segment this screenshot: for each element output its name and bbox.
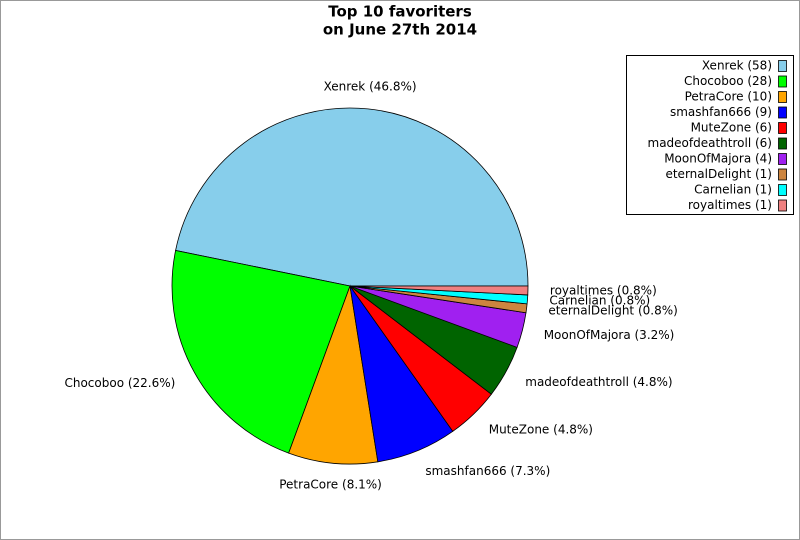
chart-title: Top 10 favoriters <box>328 3 472 21</box>
slice-label: madeofdeathtroll (4.8%) <box>525 375 672 389</box>
chart-subtitle: on June 27th 2014 <box>323 21 477 39</box>
pie-slice <box>175 107 529 287</box>
legend-label: royaltimes (1) <box>688 198 772 212</box>
legend-label: Carnelian (1) <box>694 183 772 197</box>
slice-label: MuteZone (4.8%) <box>489 423 593 437</box>
pie-slice <box>171 249 351 454</box>
slice-label: Chocoboo (22.6%) <box>64 376 175 390</box>
legend-swatch <box>778 184 787 196</box>
legend-label: Chocoboo (28) <box>684 74 772 88</box>
slice-label: MoonOfMajora (3.2%) <box>544 328 675 342</box>
legend-label: MoonOfMajora (4) <box>664 152 772 166</box>
slice-label: Carnelian (0.8%) <box>549 294 650 308</box>
slice-label: eternalDelight (0.8%) <box>548 304 677 318</box>
slice-label: royaltimes (0.8%) <box>550 284 657 298</box>
pie-slice <box>349 285 529 296</box>
slice-label: smashfan666 (7.3%) <box>425 464 550 478</box>
legend-label: eternalDelight (1) <box>665 167 772 181</box>
slice-label: PetraCore (8.1%) <box>279 478 382 492</box>
legend-label: MuteZone (6) <box>691 121 772 135</box>
legend-swatch <box>778 60 787 72</box>
legend-swatch <box>778 75 787 88</box>
slice-label: Xenrek (46.8%) <box>324 80 417 94</box>
legend-swatch <box>778 122 787 134</box>
legend-swatch <box>778 137 787 150</box>
pie-slice <box>288 284 379 465</box>
legend-box <box>626 55 794 215</box>
legend-swatch <box>778 153 787 165</box>
legend-label: madeofdeathtroll (6) <box>648 136 772 150</box>
legend-swatch <box>778 106 787 119</box>
legend-swatch <box>778 91 787 103</box>
legend-swatch <box>778 199 787 212</box>
legend-label: PetraCore (10) <box>685 90 772 104</box>
legend-label: smashfan666 (9) <box>670 105 772 119</box>
legend-swatch <box>778 168 787 181</box>
legend-label: Xenrek (58) <box>702 59 772 73</box>
